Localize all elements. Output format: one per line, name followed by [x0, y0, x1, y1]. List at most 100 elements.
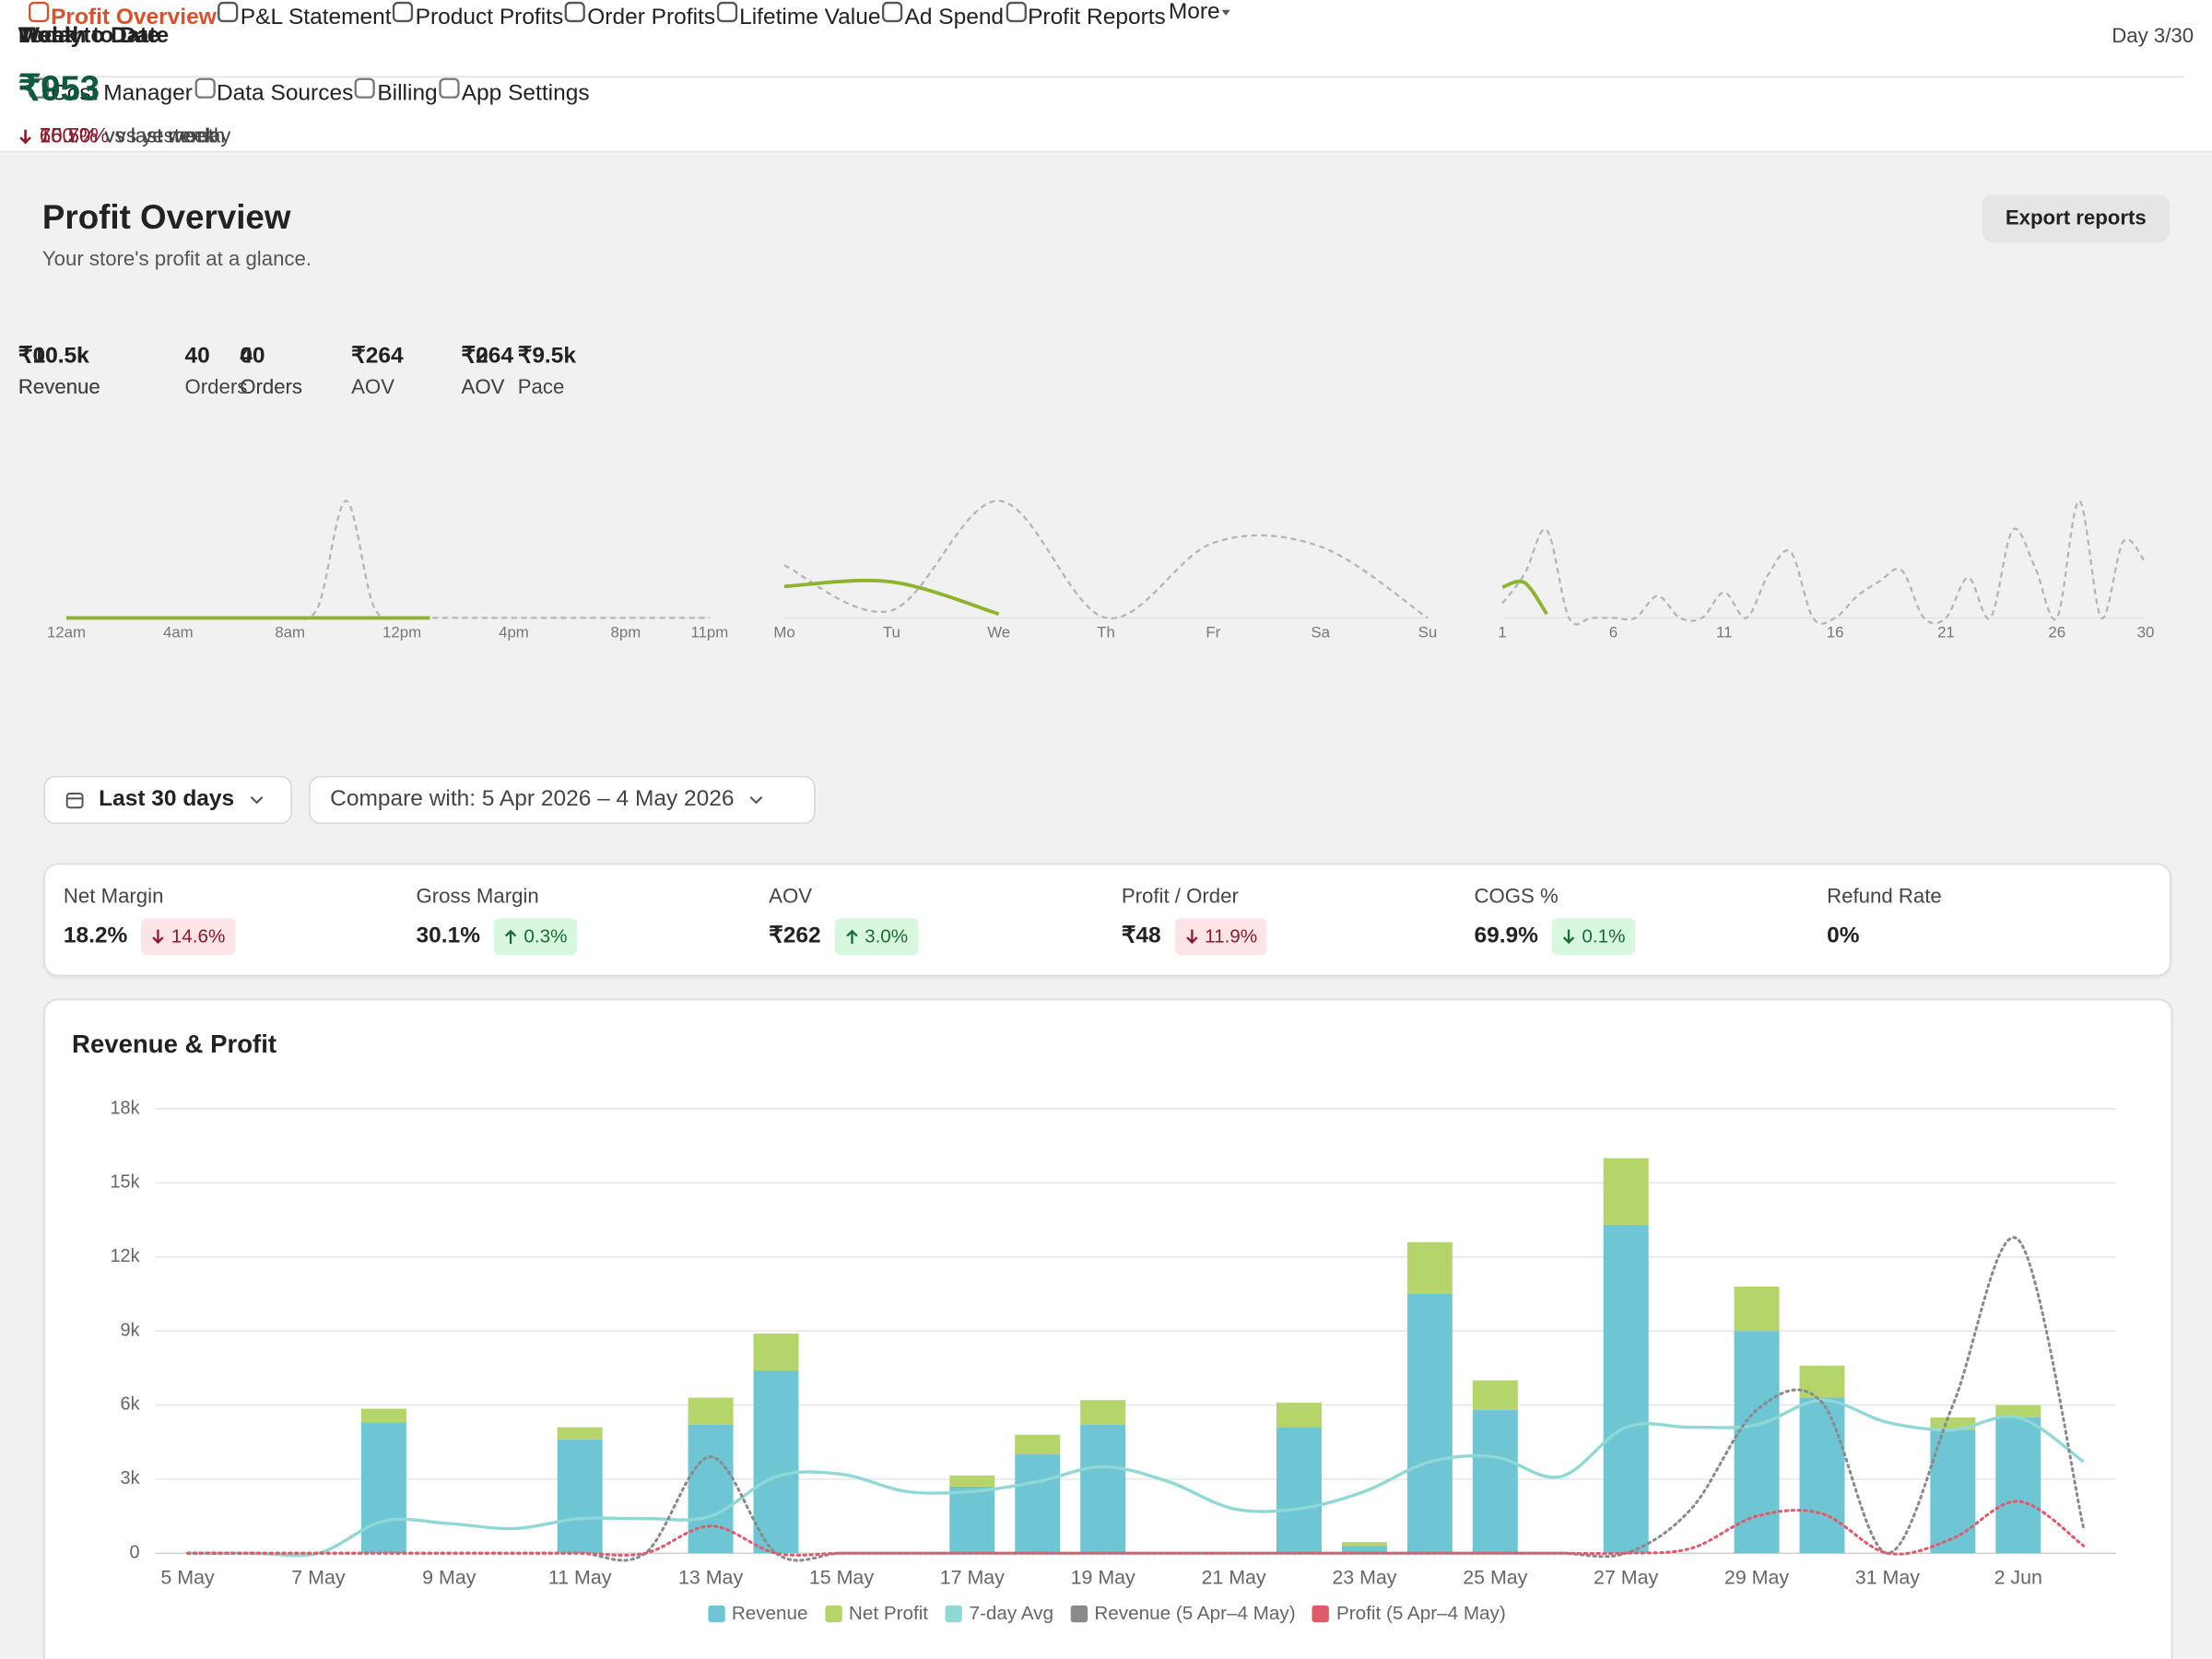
- change-value: 75.7%: [39, 125, 98, 148]
- range-text: Last 30 days: [99, 787, 235, 812]
- spark-x-label: Th: [1097, 624, 1115, 641]
- icon-shape: [194, 77, 216, 99]
- arrow-shape: [19, 129, 31, 145]
- tab-label: Ad Spend: [904, 6, 1005, 30]
- icon: [716, 1, 738, 23]
- line: [1501, 500, 2147, 626]
- trend-arrow: [1186, 929, 1198, 945]
- calendar-icon: [65, 792, 84, 809]
- trend-arrow: [152, 929, 165, 945]
- stat-value: ₹0: [18, 344, 46, 369]
- metric-badge: 14.6%: [141, 918, 236, 956]
- range-picker[interactable]: Last 30 days: [43, 775, 292, 824]
- tab[interactable]: More: [1169, 0, 1231, 76]
- icon: [28, 1, 50, 23]
- subtab-label: App Settings: [461, 81, 590, 106]
- compare-picker[interactable]: Compare with: 5 Apr 2026 – 4 May 2026: [309, 775, 816, 824]
- spark-x-label: 4pm: [499, 624, 529, 641]
- legend-swatch: [1312, 1605, 1330, 1622]
- line: [1501, 579, 1548, 616]
- card-title: Month to Date: [18, 24, 170, 49]
- tab[interactable]: Ad Spend: [880, 0, 1004, 76]
- legend-item: Profit (5 Apr–4 May): [1312, 1603, 1506, 1624]
- card-value: ₹0: [18, 68, 61, 109]
- metric-badge: 0.1%: [1552, 918, 1636, 956]
- stat-value: ₹0: [461, 344, 488, 369]
- legend-label: Revenue (5 Apr–4 May): [1094, 1602, 1296, 1624]
- spark-x-label: 12am: [47, 624, 86, 641]
- icon: [194, 77, 216, 99]
- legend-label: Profit (5 Apr–4 May): [1335, 1602, 1506, 1624]
- icon: [439, 77, 460, 99]
- badge-text: 0.3%: [524, 925, 568, 947]
- spark-x-label: Fr: [1206, 624, 1220, 641]
- spark-x-label: 6: [1609, 624, 1618, 641]
- stat-label: Revenue: [18, 376, 100, 400]
- stat-label: AOV: [461, 376, 505, 400]
- metric-label: Profit / Order: [1121, 886, 1239, 909]
- tab[interactable]: Order Profits: [563, 0, 715, 76]
- tab[interactable]: Profit Reports: [1004, 0, 1166, 76]
- subtab[interactable]: Data Sources: [193, 76, 353, 150]
- legend-swatch: [824, 1605, 842, 1622]
- subtab[interactable]: Cost Manager: [27, 76, 193, 150]
- legend-item: 7-day Avg: [945, 1603, 1053, 1624]
- chart-title: Revenue & Profit: [72, 1030, 277, 1058]
- card-badge: Day 3/30: [2112, 25, 2194, 49]
- trend-arrow: [1563, 929, 1575, 945]
- icon-shape: [393, 1, 414, 23]
- change-value: 66.5%: [39, 125, 98, 148]
- line: [783, 500, 1429, 619]
- tab-bar: Profit Overview P&L Statement Product Prof…: [27, 0, 2184, 78]
- stat-label: Revenue: [18, 376, 100, 400]
- spark-x-label: 12pm: [382, 624, 421, 641]
- metric-row: 30.1% 0.3%: [417, 918, 578, 956]
- legend-swatch: [1070, 1605, 1088, 1622]
- page-subtitle: Your store's profit at a glance.: [41, 248, 312, 271]
- arrow-shape: [846, 929, 858, 944]
- stat-value: ₹9.5k: [517, 344, 576, 369]
- trend-arrow: [19, 129, 31, 145]
- tab[interactable]: Lifetime Value: [715, 0, 880, 76]
- tab[interactable]: P&L Statement: [217, 0, 392, 76]
- card-change: 66.5% vs last month: [18, 123, 225, 151]
- spark-x-label: 8pm: [610, 624, 641, 641]
- chart-panel: Revenue & Profit: [43, 998, 2173, 1659]
- icon: [565, 1, 586, 23]
- arrow-shape: [152, 929, 165, 945]
- legend-item: Revenue (5 Apr–4 May): [1070, 1602, 1296, 1624]
- metric-row: ₹48 11.9%: [1122, 918, 1267, 956]
- arrow-shape: [1563, 929, 1575, 945]
- spark-x-label: 8am: [275, 624, 305, 641]
- subtab[interactable]: App Settings: [438, 76, 590, 150]
- metric-badge: 11.9%: [1174, 918, 1267, 956]
- tab-label: Profit Overview: [51, 6, 217, 30]
- arrow-shape: [1186, 929, 1198, 945]
- spark-x-label: 11pm: [690, 624, 728, 641]
- chevron: [750, 796, 763, 805]
- stat-label: Orders: [184, 376, 248, 400]
- badge-text: 0.1%: [1582, 925, 1626, 947]
- legend-item: Revenue: [707, 1603, 808, 1624]
- spark-x-label: 1: [1498, 624, 1506, 641]
- icon-shape: [716, 1, 738, 23]
- metric-label: COGS %: [1474, 886, 1559, 909]
- spark-x-label: 11: [1716, 624, 1732, 641]
- subtab[interactable]: Billing: [353, 76, 438, 150]
- metric-row: ₹262 3.0%: [769, 918, 918, 956]
- subtab-label: Billing: [377, 81, 438, 106]
- caret: [1221, 9, 1230, 16]
- tab-label: More: [1168, 0, 1220, 25]
- stat-value: ₹264: [351, 344, 404, 369]
- stat-value: 40: [240, 344, 265, 369]
- metric-value: 69.9%: [1474, 924, 1538, 948]
- tab[interactable]: Profit Overview: [27, 0, 217, 76]
- stat-value: ₹264: [461, 344, 513, 369]
- icon: [218, 1, 239, 23]
- export-button[interactable]: Export reports: [1982, 194, 2171, 243]
- stat-label: Revenue: [18, 376, 100, 400]
- icon-shape: [355, 77, 376, 99]
- arrow-shape: [505, 929, 517, 944]
- tab[interactable]: Product Profits: [392, 0, 563, 76]
